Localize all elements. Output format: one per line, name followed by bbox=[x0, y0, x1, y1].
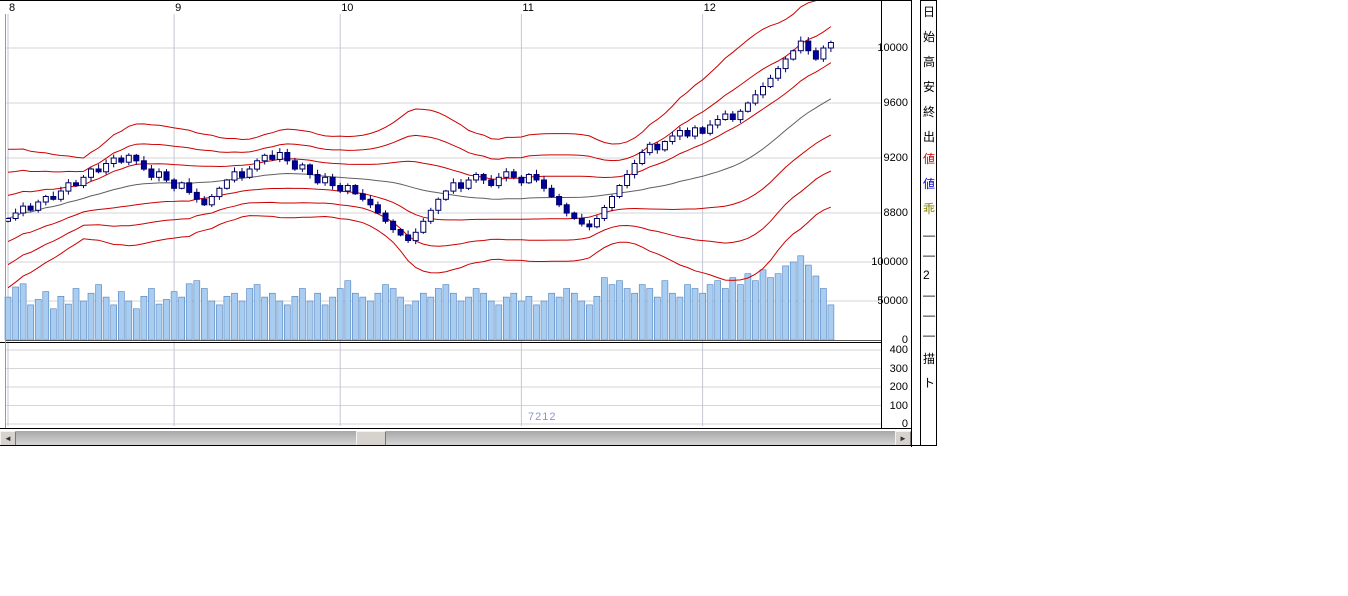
volume-tick-label: 100000 bbox=[871, 256, 908, 268]
right-panel-text-fragment: ― bbox=[923, 308, 935, 322]
right-panel-text-fragment: 高 bbox=[923, 55, 936, 69]
price-tick-label: 9600 bbox=[883, 97, 908, 109]
stock-code-watermark: 7212 bbox=[528, 411, 557, 423]
month-label: 9 bbox=[175, 2, 182, 14]
right-panel-text-fragment: ― bbox=[923, 248, 935, 262]
month-label: 11 bbox=[522, 2, 534, 14]
price-tick-label: 8800 bbox=[883, 207, 908, 219]
lower-tick-label: 100 bbox=[889, 399, 908, 412]
lower-tick-label: 400 bbox=[889, 344, 908, 356]
window-bottom-border bbox=[0, 445, 937, 446]
volume-bars-layer bbox=[4, 255, 835, 341]
scrollbar-right-button[interactable]: ► bbox=[895, 431, 911, 446]
right-panel-text-fragment: ― bbox=[923, 288, 935, 302]
lower-tick-label: 200 bbox=[889, 381, 908, 393]
chart-plot bbox=[0, 1, 911, 429]
price-tick-label: 10000 bbox=[877, 42, 908, 54]
left-arrow-icon: ◄ bbox=[4, 434, 12, 443]
chart-window: 8 9 10 11 12 10000 9600 9200 8800 100000 50000 0 400… bbox=[0, 0, 912, 447]
scrollbar-thumb[interactable] bbox=[356, 431, 386, 446]
lower-tick-label: 0 bbox=[901, 418, 908, 430]
right-panel-text-fragment: 終 bbox=[923, 105, 936, 119]
right-panel-text-fragment: ― bbox=[923, 328, 935, 342]
right-panel-text-fragment: 始 bbox=[923, 30, 936, 44]
right-arrow-icon: ► bbox=[899, 434, 907, 443]
scrollbar-track[interactable] bbox=[16, 431, 895, 446]
right-panel-text-fragment: 2 bbox=[923, 268, 930, 282]
month-label: 12 bbox=[703, 2, 716, 14]
right-panel-text-fragment: 乖 bbox=[923, 202, 936, 216]
volume-tick-label: 50000 bbox=[877, 295, 908, 307]
right-panel-text-fragment: ― bbox=[923, 228, 935, 242]
band-lines-layer bbox=[7, 1, 832, 289]
right-panel-text-fragment: 値 bbox=[923, 177, 936, 191]
horizontal-scrollbar[interactable]: ◄ ► bbox=[0, 431, 911, 446]
price-tick-label: 9200 bbox=[883, 152, 908, 164]
right-axis-divider bbox=[911, 1, 912, 447]
volume-tick-label: 0 bbox=[901, 334, 908, 346]
month-label: 10 bbox=[341, 2, 354, 14]
right-panel-text-fragment: 描 bbox=[923, 352, 936, 366]
scrollbar-left-button[interactable]: ◄ bbox=[0, 431, 16, 446]
axis-lines-layer bbox=[0, 1, 911, 429]
lower-tick-label: 300 bbox=[889, 362, 908, 375]
right-panel-text-fragment: 出 bbox=[923, 130, 936, 144]
right-panel-text-fragment: 安 bbox=[923, 80, 936, 94]
clipped-side-panel: 日始高安終出値値乖 ― ― 2 ― ― ― 描ト bbox=[920, 0, 937, 446]
right-panel-text-fragment: 値 bbox=[923, 152, 936, 166]
candles-layer bbox=[5, 36, 834, 245]
month-label: 8 bbox=[9, 2, 16, 14]
right-panel-text-fragment: ト bbox=[923, 376, 936, 390]
right-panel-text-fragment: 日 bbox=[923, 5, 936, 19]
